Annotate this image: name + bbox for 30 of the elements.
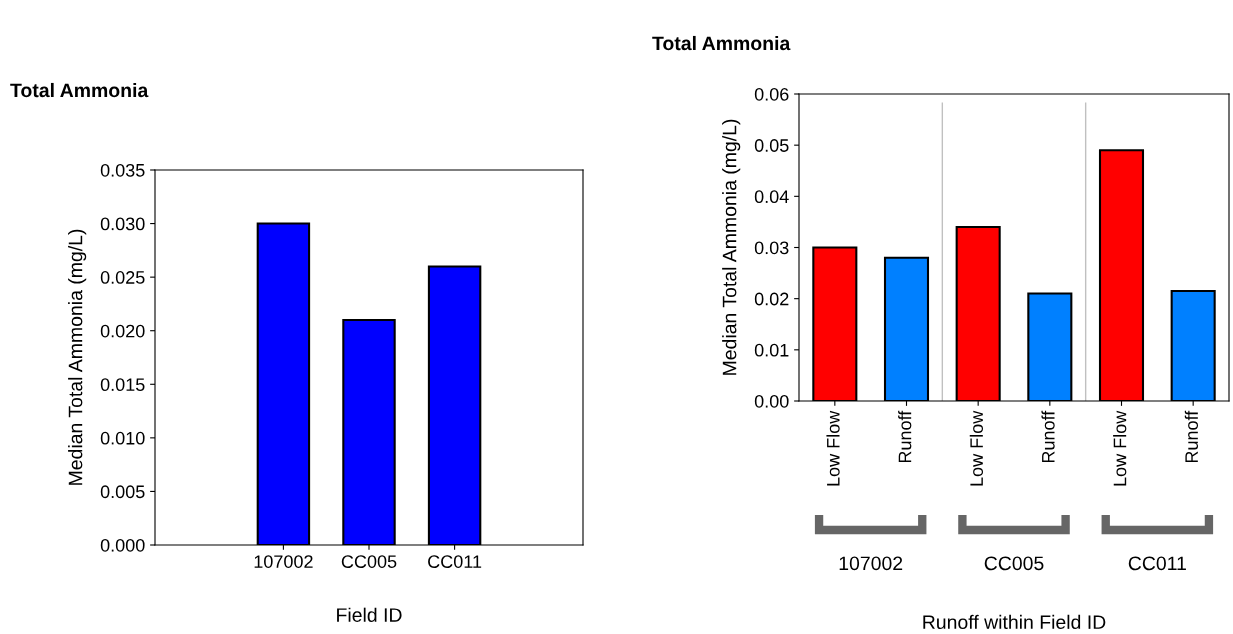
y-tick-label: 0.02: [754, 292, 789, 306]
text: Total Ammonia: [10, 82, 149, 98]
y-tick-label: 0.025: [100, 271, 145, 284]
y-tick-label: 0.05: [754, 139, 789, 152]
chart-title: Total Ammonia: [652, 35, 791, 51]
x-tick-label: 107002: [254, 555, 313, 568]
y-tick-label: 0.000: [100, 538, 145, 552]
x-tick-label: Runoff: [1041, 410, 1055, 463]
y-tick-label: 0.005: [100, 485, 145, 499]
y-tick-label: 0.035: [100, 163, 145, 177]
y-tick-label: 0.030: [100, 217, 145, 231]
y-axis-title: Median Total Ammonia (mg/L): [68, 229, 87, 485]
x-tick-label: Runoff: [898, 410, 912, 463]
y-tick-label: 0.03: [754, 241, 789, 255]
x-tick-label: Runoff: [1184, 410, 1199, 463]
y-tick-label: 0.020: [100, 324, 145, 338]
x-tick-label: Low Flow: [1113, 410, 1127, 486]
x-axis-title: Runoff within Field ID: [923, 614, 1106, 630]
y-tick-label: 0.010: [100, 431, 145, 445]
x-tick-label: CC011: [428, 555, 482, 568]
x-axis-title: Field ID: [337, 607, 402, 622]
x-tick-label: CC005: [341, 555, 397, 568]
y-tick-label: 0.04: [754, 190, 789, 204]
y-tick-label: 0.015: [100, 378, 145, 392]
y-axis-title: Median Total Ammonia (mg/L): [722, 119, 741, 375]
x-tick-label: Low Flow: [826, 410, 840, 486]
y-tick-label: 0.01: [754, 343, 789, 357]
y-tick-label: 0.06: [754, 87, 789, 101]
y-tick-label: 0.00: [754, 394, 789, 408]
x-tick-label: Low Flow: [969, 410, 984, 486]
